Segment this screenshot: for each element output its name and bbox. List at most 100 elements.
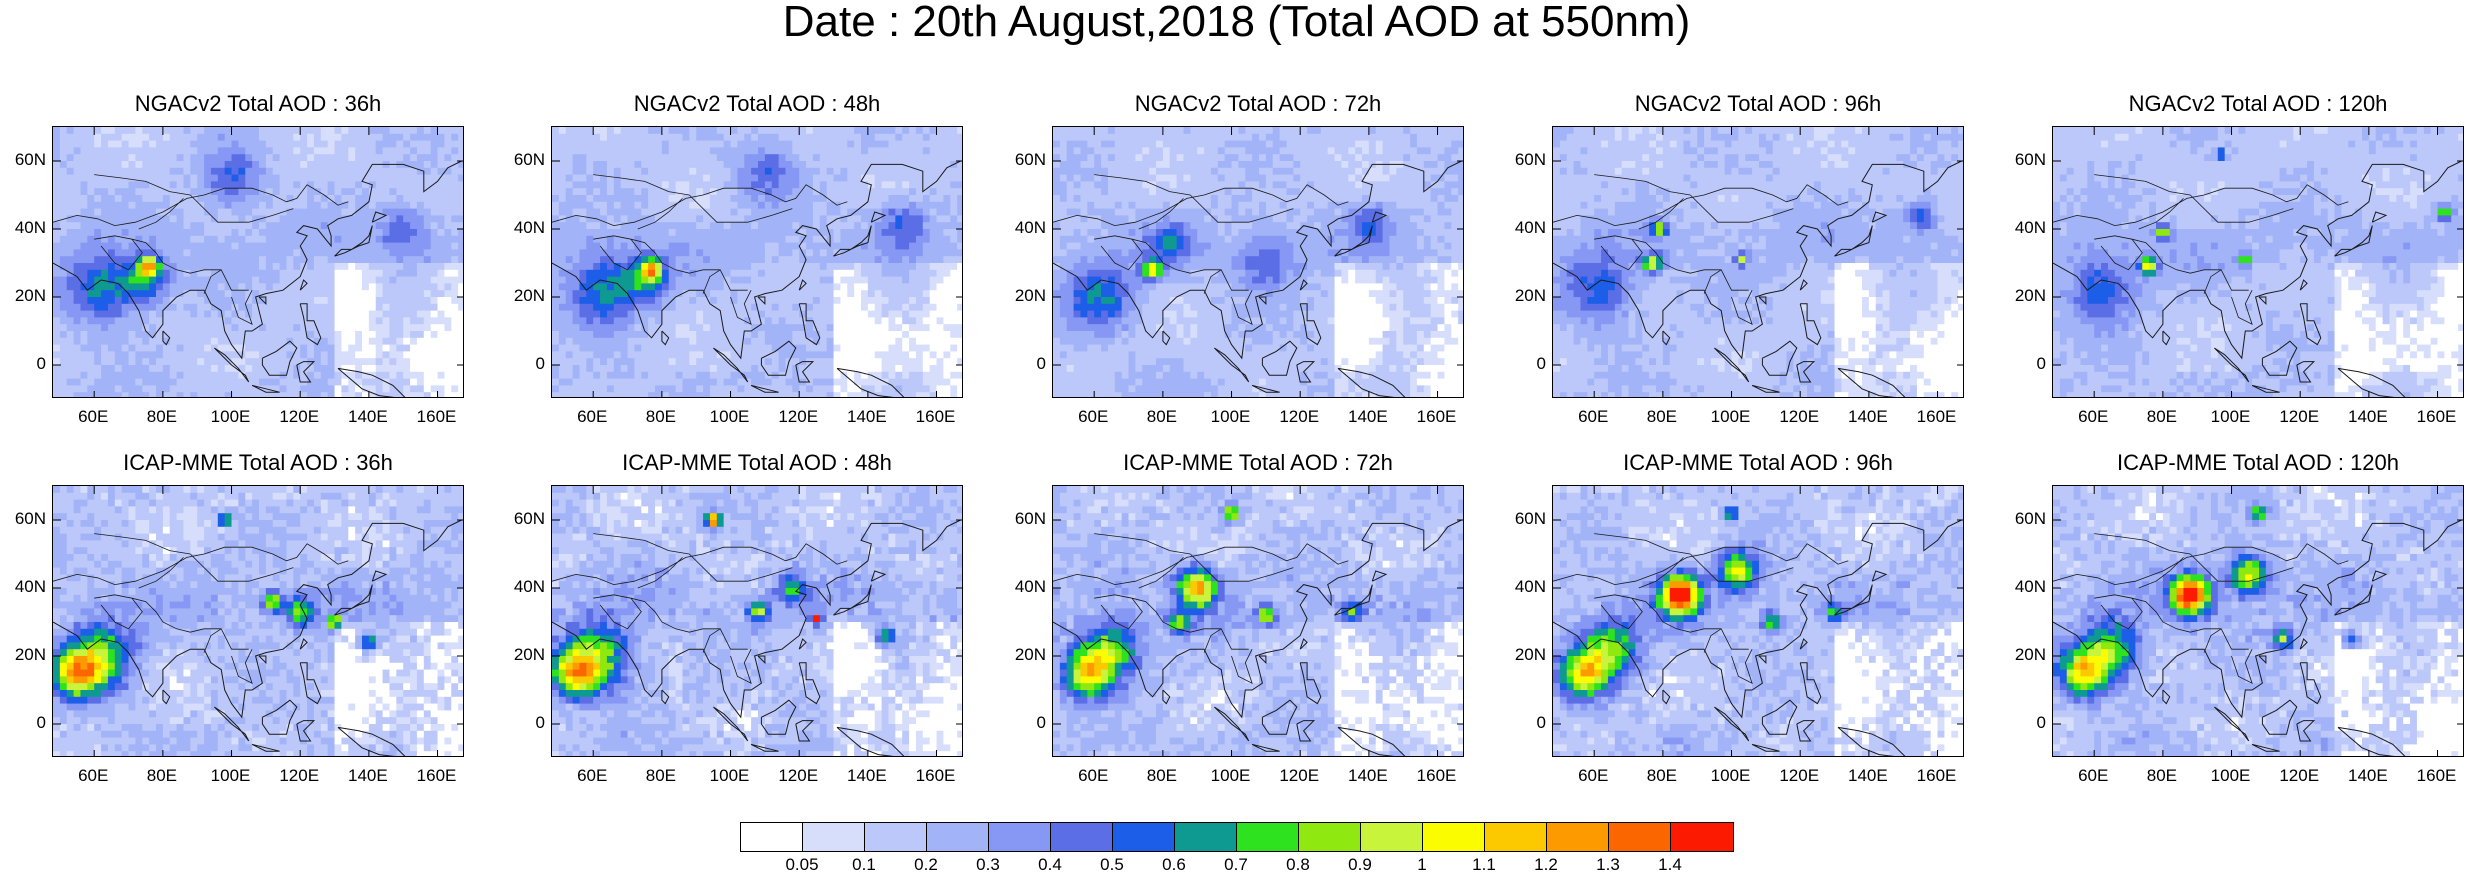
aod-cell bbox=[142, 344, 150, 352]
aod-cell bbox=[334, 337, 342, 346]
aod-cell bbox=[362, 133, 370, 142]
aod-cell bbox=[341, 351, 349, 359]
aod-cell bbox=[293, 222, 301, 230]
aod-cell bbox=[259, 276, 267, 284]
aod-cell bbox=[272, 140, 281, 148]
aod-cell bbox=[771, 188, 780, 196]
aod-cell bbox=[375, 331, 384, 339]
aod-cell bbox=[957, 147, 962, 155]
aod-cell bbox=[909, 290, 917, 298]
aod-cell bbox=[224, 127, 233, 135]
aod-cell bbox=[936, 290, 944, 298]
aod-cell bbox=[107, 127, 116, 135]
aod-cell bbox=[73, 215, 82, 223]
aod-cell bbox=[87, 351, 95, 359]
aod-cell bbox=[327, 290, 336, 298]
aod-cell bbox=[819, 195, 828, 203]
aod-cell bbox=[80, 222, 88, 230]
aod-cell bbox=[936, 385, 944, 393]
aod-cell bbox=[854, 195, 862, 203]
aod-cell bbox=[59, 181, 68, 189]
aod-cell bbox=[348, 290, 356, 298]
aod-cell bbox=[709, 133, 718, 142]
aod-cell bbox=[307, 337, 315, 346]
aod-cell bbox=[197, 147, 205, 155]
aod-cell bbox=[613, 303, 622, 312]
aod-cell bbox=[593, 337, 601, 346]
aod-cell bbox=[696, 235, 704, 244]
aod-cell bbox=[217, 201, 226, 210]
aod-cell bbox=[382, 174, 391, 182]
aod-cell bbox=[348, 242, 356, 250]
aod-cell bbox=[840, 303, 848, 312]
aod-cell bbox=[895, 317, 903, 325]
aod-cell bbox=[334, 290, 342, 298]
aod-cell bbox=[840, 378, 848, 386]
aod-cell bbox=[423, 215, 432, 223]
aod-cell bbox=[423, 365, 432, 373]
aod-cell bbox=[867, 358, 876, 366]
aod-cell bbox=[1231, 127, 1239, 135]
aod-cell bbox=[812, 167, 821, 176]
aod-cell bbox=[128, 331, 136, 339]
aod-cell bbox=[293, 303, 301, 312]
aod-cell bbox=[403, 188, 411, 196]
aod-cell bbox=[606, 133, 615, 142]
aod-cell bbox=[190, 365, 198, 373]
aod-cell bbox=[101, 222, 109, 230]
aod-cell bbox=[709, 290, 718, 298]
aod-cell bbox=[341, 229, 349, 237]
aod-cell bbox=[606, 331, 615, 339]
aod-cell bbox=[245, 263, 253, 271]
aod-cell bbox=[661, 290, 670, 298]
aod-cell bbox=[59, 154, 68, 162]
aod-cell bbox=[895, 344, 903, 352]
aod-cell bbox=[121, 358, 130, 366]
aod-cell bbox=[156, 337, 164, 346]
aod-cell bbox=[833, 371, 841, 380]
aod-cell bbox=[909, 215, 917, 223]
aod-cell bbox=[183, 331, 191, 339]
panel-title: NGACv2 Total AOD : 36h bbox=[52, 92, 464, 116]
aod-cell bbox=[279, 167, 288, 176]
aod-cell bbox=[73, 235, 82, 244]
aod-cell bbox=[355, 215, 363, 223]
aod-cell bbox=[300, 235, 308, 244]
aod-cell bbox=[416, 256, 425, 264]
aod-cell bbox=[696, 167, 704, 176]
aod-cell bbox=[348, 256, 356, 264]
coastline bbox=[299, 279, 308, 291]
aod-cell bbox=[80, 188, 88, 196]
aod-cell bbox=[382, 358, 391, 366]
aod-cell bbox=[861, 242, 869, 250]
aod-cell bbox=[279, 242, 288, 250]
aod-cell bbox=[661, 365, 670, 373]
aod-cell bbox=[558, 337, 567, 346]
aod-cell bbox=[689, 344, 697, 352]
aod-cell bbox=[190, 283, 198, 291]
aod-cell bbox=[758, 371, 766, 380]
aod-cell bbox=[929, 201, 938, 210]
aod-cell bbox=[634, 358, 642, 366]
aod-cell bbox=[217, 174, 226, 182]
aod-cell bbox=[389, 269, 397, 278]
aod-cell bbox=[245, 222, 253, 230]
aod-cell bbox=[238, 154, 246, 162]
aod-cell bbox=[135, 188, 143, 196]
aod-cell bbox=[87, 215, 95, 223]
aod-cell bbox=[368, 385, 377, 393]
aod-cell bbox=[307, 161, 315, 169]
aod-cell bbox=[861, 201, 869, 210]
aod-cell bbox=[204, 154, 212, 162]
aod-cell bbox=[231, 229, 239, 237]
aod-cell bbox=[716, 249, 725, 257]
aod-cell bbox=[874, 154, 883, 162]
aod-cell bbox=[957, 242, 962, 250]
aod-cell bbox=[895, 208, 903, 216]
aod-cell bbox=[586, 181, 594, 189]
aod-cell bbox=[53, 392, 61, 397]
aod-cell bbox=[689, 297, 697, 305]
aod-cell bbox=[696, 154, 704, 162]
aod-cell bbox=[586, 331, 594, 339]
aod-cell bbox=[867, 317, 876, 325]
